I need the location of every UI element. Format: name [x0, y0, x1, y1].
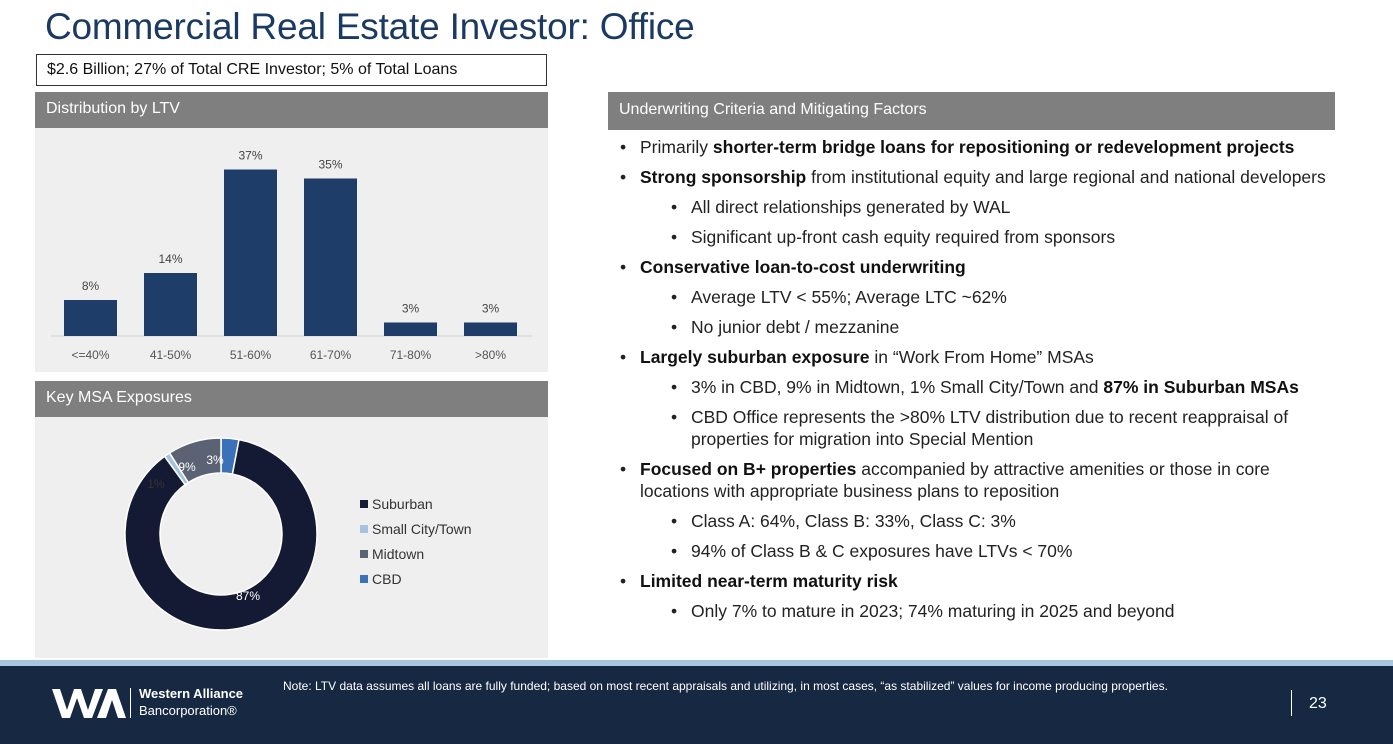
bar-1	[144, 273, 197, 336]
sub-bullet-cash-equity: Significant up-front cash equity require…	[620, 226, 1340, 248]
page-number-divider	[1291, 690, 1292, 716]
donut-slice-2	[168, 437, 222, 484]
bar-data-label-5: 3%	[482, 302, 500, 316]
footnote: Note: LTV data assumes all loans are ful…	[283, 679, 1168, 693]
legend-swatch-0	[360, 499, 368, 508]
bullet-bridge-loans: Primarily shorter-term bridge loans for …	[620, 136, 1340, 158]
bullet-suburban-exposure: Largely suburban exposure in “Work From …	[620, 346, 1340, 368]
ltv-panel-body: 8% <=40% 14% 41-50% 37% 51-60% 35% 61-70% 3% 71-8…	[35, 128, 548, 372]
bar-5	[464, 322, 517, 336]
bar-4	[384, 322, 437, 336]
sub-bullet-maturity-schedule: Only 7% to mature in 2023; 74% maturing …	[620, 600, 1340, 622]
underwriting-bullets: Primarily shorter-term bridge loans for …	[620, 136, 1340, 630]
bullet-b-plus-properties: Focused on B+ properties accompanied by …	[620, 458, 1340, 502]
summary-box: $2.6 Billion; 27% of Total CRE Investor;…	[36, 54, 547, 86]
footer: Western Alliance Bancorporation® Note: L…	[0, 666, 1393, 744]
underwriting-panel-header: Underwriting Criteria and Mitigating Fac…	[608, 92, 1335, 130]
legend-swatch-3	[360, 574, 368, 583]
sub-bullet-msa-split: 3% in CBD, 9% in Midtown, 1% Small City/…	[620, 376, 1340, 398]
ltv-bar-chart: 8% <=40% 14% 41-50% 37% 51-60% 35% 61-70% 3% 71-8…	[51, 149, 532, 362]
donut-slice-0	[124, 438, 318, 631]
bullet-loan-to-cost: Conservative loan-to-cost underwriting	[620, 256, 1340, 278]
legend-swatch-2	[360, 549, 368, 558]
bar-data-label-2: 37%	[238, 149, 262, 163]
sub-bullet-class-bc-ltv: 94% of Class B & C exposures have LTVs <…	[620, 540, 1340, 562]
bar-data-label-4: 3%	[402, 302, 420, 316]
msa-donut-chart: 87% 1% 9% 3%	[124, 437, 318, 631]
legend-item-2: Midtown	[360, 541, 472, 566]
donut-data-label-1: 1%	[147, 477, 165, 491]
x-tick-label-2: 51-60%	[230, 348, 272, 362]
bar-data-label-0: 8%	[82, 279, 100, 293]
western-alliance-logo-icon	[52, 685, 126, 726]
donut-data-label-0: 87%	[236, 589, 260, 603]
legend-item-0: Suburban	[360, 491, 472, 516]
legend-label-2: Midtown	[372, 545, 425, 562]
donut-data-label-2: 9%	[178, 460, 196, 474]
bullet-maturity-risk: Limited near-term maturity risk	[620, 570, 1340, 592]
legend-label-1: Small City/Town	[372, 520, 472, 537]
msa-legend: Suburban Small City/Town Midtown CBD	[360, 491, 472, 591]
legend-item-3: CBD	[360, 566, 472, 591]
sub-bullet-no-junior-debt: No junior debt / mezzanine	[620, 316, 1340, 338]
bar-0	[64, 300, 117, 336]
donut-data-label-3: 3%	[206, 453, 224, 467]
logo-divider	[130, 688, 131, 718]
bar-data-label-1: 14%	[158, 252, 182, 266]
legend-label-0: Suburban	[372, 495, 433, 512]
footer-accent-stripe	[0, 660, 1393, 666]
sub-bullet-relationships: All direct relationships generated by WA…	[620, 196, 1340, 218]
x-tick-label-0: <=40%	[71, 348, 109, 362]
msa-panel-body: 87% 1% 9% 3%	[35, 417, 548, 658]
bar-2	[224, 169, 277, 336]
ltv-panel-header: Distribution by LTV	[35, 92, 548, 128]
bar-data-label-3: 35%	[318, 158, 342, 172]
x-tick-label-3: 61-70%	[310, 348, 352, 362]
page-number: 23	[1309, 695, 1327, 712]
sub-bullet-cbd-office: CBD Office represents the >80% LTV distr…	[620, 406, 1340, 450]
legend-label-3: CBD	[372, 570, 402, 587]
legend-swatch-1	[360, 524, 368, 533]
sub-bullet-class-mix: Class A: 64%, Class B: 33%, Class C: 3%	[620, 510, 1340, 532]
x-tick-label-4: 71-80%	[390, 348, 432, 362]
legend-item-1: Small City/Town	[360, 516, 472, 541]
x-tick-label-1: 41-50%	[150, 348, 192, 362]
bar-3	[304, 178, 357, 336]
sub-bullet-average-ltv: Average LTV < 55%; Average LTC ~62%	[620, 286, 1340, 308]
logo-company-name: Western Alliance	[139, 686, 244, 701]
page-title: Commercial Real Estate Investor: Office	[45, 6, 695, 47]
bullet-sponsorship: Strong sponsorship from institutional eq…	[620, 166, 1340, 188]
msa-panel-header: Key MSA Exposures	[35, 381, 548, 417]
x-tick-label-5: >80%	[475, 348, 506, 362]
logo-company-suffix: Bancorporation®	[139, 703, 237, 718]
